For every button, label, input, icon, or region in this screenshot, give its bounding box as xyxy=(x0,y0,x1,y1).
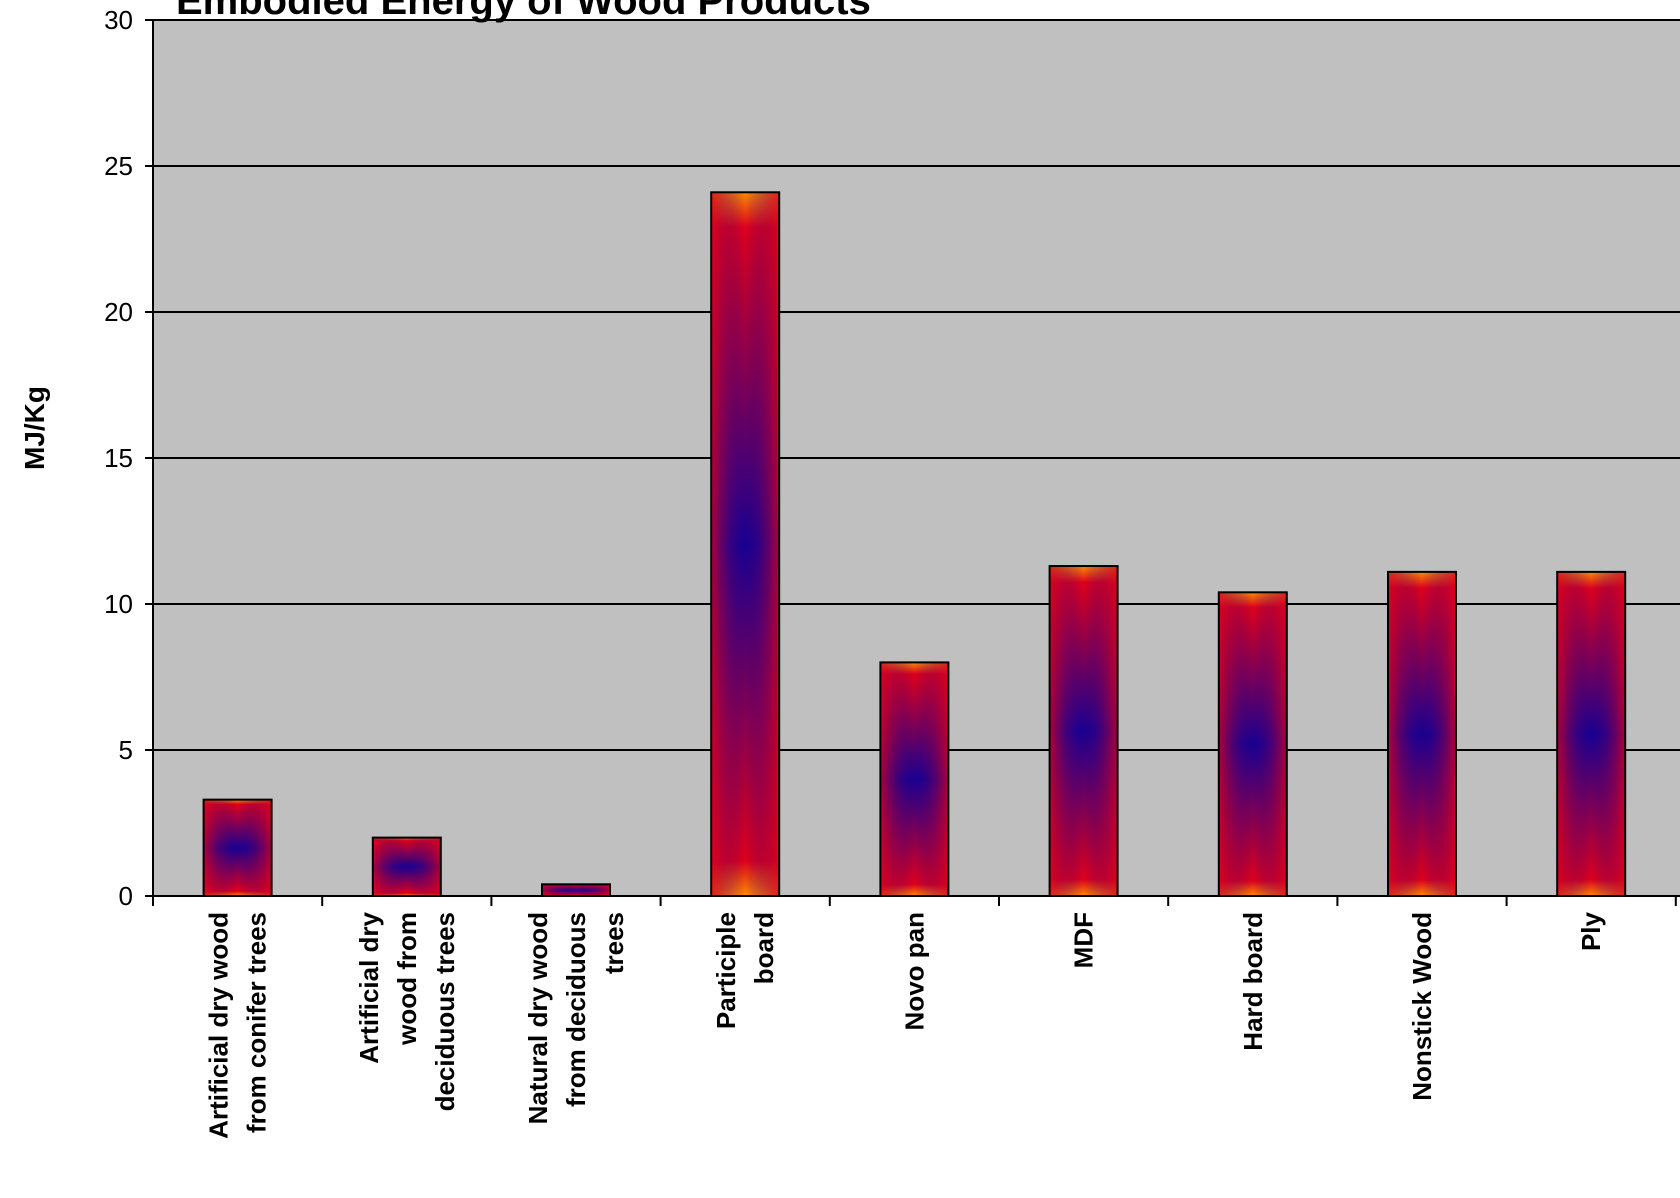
bar-shade xyxy=(1388,571,1456,896)
x-tick-label: Artificial dry wood from deciduous trees xyxy=(354,911,460,1111)
y-tick-label: 25 xyxy=(104,151,133,181)
bar xyxy=(1217,591,1288,897)
y-tick-label: 30 xyxy=(104,5,133,35)
bar xyxy=(1556,570,1627,897)
x-tick-label: Nonstick Wood xyxy=(1407,912,1437,1101)
bar xyxy=(541,883,611,898)
bars xyxy=(202,191,1627,898)
y-tick-label: 10 xyxy=(104,589,133,619)
chart-title: Embodied Energy of Wood Products xyxy=(176,0,871,23)
bar-shade xyxy=(203,799,272,896)
bar-shade xyxy=(711,192,780,896)
bar-shade xyxy=(372,837,441,896)
bar xyxy=(202,798,273,898)
x-tick-label: Participle board xyxy=(711,912,779,1029)
x-tick-label: Ply xyxy=(1576,911,1606,951)
y-tick-label: 20 xyxy=(104,297,133,327)
bar-shade xyxy=(1049,566,1118,896)
bar-shade xyxy=(1218,592,1287,896)
y-tick-label: 5 xyxy=(119,735,133,765)
x-tick-label: Novo pan xyxy=(899,912,929,1030)
bar-shade xyxy=(880,662,949,896)
bar xyxy=(371,836,442,897)
y-tick-label: 15 xyxy=(104,443,133,473)
bar xyxy=(1048,565,1119,897)
x-tick-label: Hard board xyxy=(1238,912,1268,1051)
y-tick-label: 0 xyxy=(119,881,133,911)
bar-shade xyxy=(1557,571,1626,896)
gridlines xyxy=(153,19,1680,751)
bar xyxy=(879,661,950,898)
axes: 0 5 10 15 20 25 30 Artificial dry wood from coni… xyxy=(104,5,1680,1139)
bar xyxy=(1387,570,1457,897)
y-axis-title: MJ/Kg xyxy=(19,386,50,470)
x-tick-label: MDF xyxy=(1069,912,1099,968)
bar-shade xyxy=(542,884,610,896)
x-tick-label: Artificial dry wood from conifer trees xyxy=(204,912,272,1139)
x-tick-label: Natural dry wood from deciduous trees xyxy=(523,912,629,1124)
bar xyxy=(710,191,781,897)
